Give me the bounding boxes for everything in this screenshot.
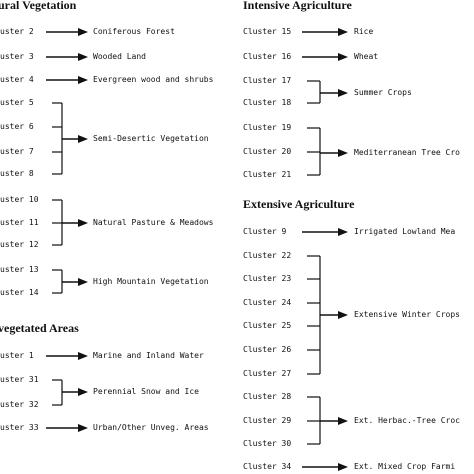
cluster-label: uster 4 [0,75,34,84]
arrow-head [78,76,88,84]
class-label: Irrigated Lowland Mea [354,227,456,236]
arrow-head [78,28,88,36]
arrow-head [78,278,88,286]
class-label: Rice [354,27,374,36]
arrow-head [78,388,88,396]
cluster-label: Cluster 25 [243,321,292,330]
natural-vegetation-header: ural Vegetation [0,0,77,12]
arrow-head [338,89,348,97]
arrow-head [78,424,88,432]
cluster-label: uster 14 [0,288,39,297]
cluster-label: uster 2 [0,27,34,36]
arrow-head [78,352,88,360]
class-label: Extensive Winter Crops [354,310,460,319]
cluster-label: uster 1 [0,351,34,360]
cluster-label: Cluster 16 [243,52,292,61]
cluster-label: uster 3 [0,52,34,61]
arrow-head [338,53,348,61]
class-label: Semi-Desertic Vegetation [93,134,209,143]
cluster-label: uster 5 [0,98,34,107]
class-label: Ext. Herbac.-Tree Croc [354,416,460,425]
arrow-head [78,219,88,227]
cluster-label: Cluster 19 [243,123,292,132]
intensive-agriculture-header: Intensive Agriculture [243,0,352,12]
cluster-label: Cluster 23 [243,274,292,283]
cluster-label: Cluster 27 [243,369,292,378]
cluster-label: uster 32 [0,400,39,409]
cluster-label: Cluster 34 [243,462,292,471]
cluster-label: Cluster 21 [243,170,292,179]
cluster-label: Cluster 26 [243,345,292,354]
unvegetated-areas-header: vegetated Areas [0,321,79,335]
class-label: Urban/Other Unveg. Areas [93,423,209,432]
class-label: Mediterranean Tree Cro [354,148,460,157]
cluster-label: Cluster 18 [243,98,292,107]
cluster-label: uster 33 [0,423,39,432]
arrow-head [78,135,88,143]
cluster-label: Cluster 28 [243,392,292,401]
cluster-label: Cluster 9 [243,227,287,236]
arrow-head [338,463,348,471]
class-label: Natural Pasture & Meadows [93,218,214,227]
class-label: Marine and Inland Water [93,351,204,360]
class-label: Wooded Land [93,52,146,61]
cluster-label: uster 11 [0,218,39,227]
cluster-label: Cluster 22 [243,251,292,260]
class-label: High Mountain Vegetation [93,277,209,286]
cluster-label: Cluster 24 [243,298,292,307]
cluster-label: uster 10 [0,195,39,204]
arrow-head [338,311,348,319]
class-label: Coniferous Forest [93,27,175,36]
class-label: Ext. Mixed Crop Farmi [354,462,456,471]
cluster-label: uster 12 [0,240,39,249]
cluster-label: uster 8 [0,169,34,178]
extensive-agriculture-header: Extensive Agriculture [243,197,355,211]
cluster-label: uster 31 [0,375,39,384]
arrow-head [338,149,348,157]
cluster-label: uster 13 [0,265,39,274]
class-label: Wheat [354,52,379,61]
arrow-head [78,53,88,61]
cluster-label: Cluster 15 [243,27,292,36]
cluster-label: uster 6 [0,122,34,131]
class-label: Perennial Snow and Ice [93,387,199,396]
arrow-head [338,417,348,425]
arrow-head [338,28,348,36]
cluster-label: Cluster 20 [243,147,292,156]
class-label: Summer Crops [354,88,412,97]
cluster-label: Cluster 29 [243,416,292,425]
arrow-head [338,228,348,236]
cluster-label: uster 7 [0,147,34,156]
class-label: Evergreen wood and shrubs [93,75,214,84]
cluster-label: Cluster 30 [243,439,292,448]
cluster-label: Cluster 17 [243,76,292,85]
